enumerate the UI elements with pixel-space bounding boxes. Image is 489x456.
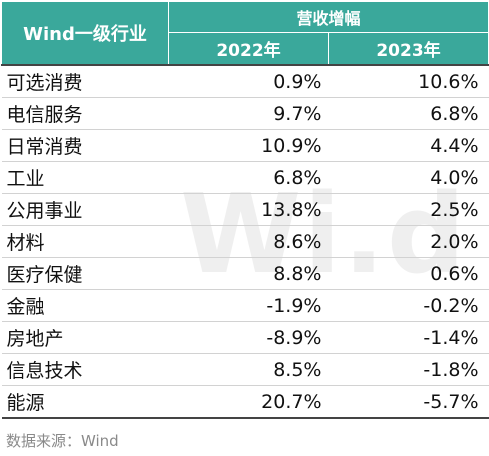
growth-2022-cell: 6.8% [168, 161, 329, 194]
table-row: 公用事业 13.8% 2.5% [1, 193, 489, 226]
industry-name-cell: 房地产 [1, 321, 169, 354]
growth-2022-cell: -1.9% [168, 289, 329, 322]
growth-2023-cell: 4.4% [328, 129, 489, 162]
table-row: 可选消费 0.9% 10.6% [1, 64, 489, 98]
growth-2022-cell: 8.8% [168, 257, 329, 290]
growth-2023-cell: 2.5% [328, 193, 489, 226]
growth-2022-cell: 9.7% [168, 97, 329, 130]
growth-2022-cell: 13.8% [168, 193, 329, 226]
year-2022-header: 2022年 [168, 32, 329, 66]
industry-name-cell: 信息技术 [1, 353, 169, 386]
industry-name-cell: 公用事业 [1, 193, 169, 226]
table-header: Wind一级行业 营收增幅 2022年 2023年 [1, 0, 489, 66]
table-row: 工业 6.8% 4.0% [1, 161, 489, 194]
industry-name-cell: 可选消费 [1, 64, 169, 98]
growth-2023-cell: -1.4% [328, 321, 489, 354]
industry-name-cell: 工业 [1, 161, 169, 194]
table-row: 能源 20.7% -5.7% [1, 385, 489, 419]
growth-2023-cell: 0.6% [328, 257, 489, 290]
header-row-years: 2022年 2023年 [2, 32, 489, 66]
revenue-growth-table: Wind一级行业 营收增幅 2022年 2023年 可选消费 0.9% 10.6% 电… [1, 0, 489, 419]
growth-2023-cell: 2.0% [328, 225, 489, 258]
table-row: 日常消费 10.9% 4.4% [1, 129, 489, 162]
table-body: 可选消费 0.9% 10.6% 电信服务 9.7% 6.8% 日常消费 10.9% 4.4% 工业… [1, 64, 489, 419]
growth-2023-cell: 10.6% [328, 64, 489, 98]
table-row: 信息技术 8.5% -1.8% [1, 353, 489, 386]
growth-2023-cell: -0.2% [328, 289, 489, 322]
growth-2022-cell: -8.9% [168, 321, 329, 354]
growth-2022-cell: 0.9% [168, 64, 329, 98]
growth-2023-cell: 4.0% [328, 161, 489, 194]
growth-2022-cell: 8.5% [168, 353, 329, 386]
growth-2022-cell: 8.6% [168, 225, 329, 258]
table-row: 医疗保健 8.8% 0.6% [1, 257, 489, 290]
industry-name-cell: 金融 [1, 289, 169, 322]
table-row: 电信服务 9.7% 6.8% [1, 97, 489, 130]
growth-2023-cell: 6.8% [328, 97, 489, 130]
growth-2022-cell: 20.7% [168, 385, 329, 419]
growth-2023-cell: -1.8% [328, 353, 489, 386]
revenue-growth-table-container: Wind一级行业 营收增幅 2022年 2023年 可选消费 0.9% 10.6% 电… [1, 0, 489, 419]
table-row: 材料 8.6% 2.0% [1, 225, 489, 258]
revenue-growth-group-header: 营收增幅 [167, 0, 489, 34]
growth-2023-cell: -5.7% [328, 385, 489, 419]
industry-name-cell: 医疗保健 [1, 257, 169, 290]
industry-name-cell: 材料 [1, 225, 169, 258]
table-row: 金融 -1.9% -0.2% [1, 289, 489, 322]
header-row-top: Wind一级行业 营收增幅 [1, 0, 489, 66]
industry-name-cell: 能源 [1, 385, 169, 419]
year-2023-header: 2023年 [327, 32, 489, 66]
growth-2022-cell: 10.9% [168, 129, 329, 162]
industry-name-cell: 日常消费 [1, 129, 169, 162]
industry-column-header: Wind一级行业 [1, 1, 169, 66]
industry-name-cell: 电信服务 [1, 97, 169, 130]
data-source-note: 数据来源：Wind [6, 432, 119, 450]
table-row: 房地产 -8.9% -1.4% [1, 321, 489, 354]
